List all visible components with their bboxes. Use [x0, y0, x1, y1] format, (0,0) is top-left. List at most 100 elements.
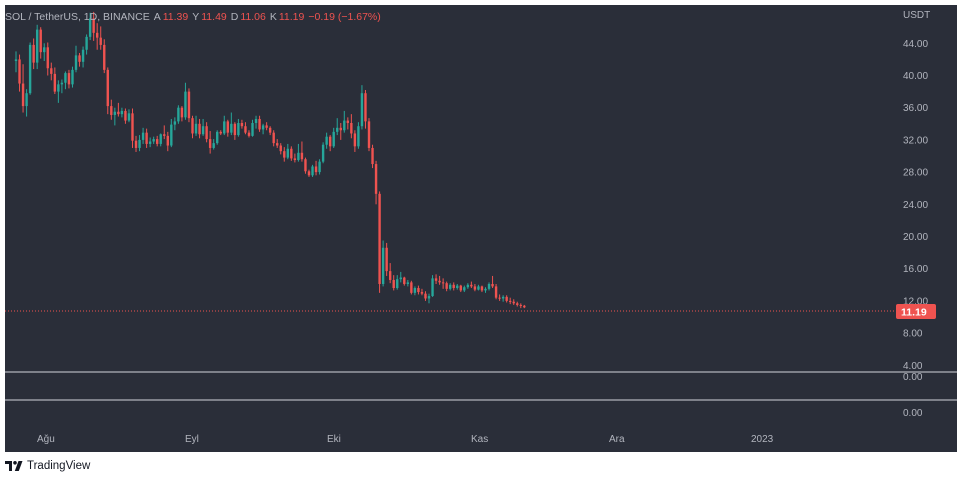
chart-frame[interactable]: 44.00 40.00 36.00 32.00 28.00 24.00 20.00 16.00… [5, 5, 957, 452]
candle-body [484, 288, 487, 291]
candle-body [448, 284, 452, 289]
candle-body [311, 166, 314, 176]
tradingview-logo-icon [5, 461, 23, 471]
candle-body [173, 121, 177, 125]
candle-body [441, 282, 445, 284]
candle-body [53, 73, 57, 92]
candle [268, 126, 272, 136]
candle-body [434, 278, 438, 281]
candle [290, 146, 293, 161]
candle-body [477, 286, 480, 290]
price-chart[interactable]: 44.00 40.00 36.00 32.00 28.00 24.00 20.00 16.00… [5, 5, 957, 452]
candle-body [276, 143, 279, 146]
candle [201, 118, 205, 136]
candle [28, 42, 32, 95]
candle [417, 285, 420, 295]
candle [244, 122, 247, 135]
candle [360, 85, 364, 130]
candle [71, 66, 74, 88]
candle-body [297, 152, 300, 161]
candle [78, 52, 81, 67]
candle [325, 132, 328, 149]
legend-close: 11.19 [278, 11, 305, 23]
candle-body [177, 107, 180, 122]
candle-body [427, 296, 431, 299]
candle [297, 143, 300, 162]
candle [43, 43, 46, 62]
candle-body [103, 44, 106, 70]
candle [110, 99, 113, 120]
candle [103, 39, 106, 74]
candle-body [156, 139, 159, 144]
candle [163, 125, 166, 140]
candle-body [307, 171, 311, 176]
candle [427, 293, 431, 304]
candle-body [78, 55, 81, 62]
candle-body [216, 131, 219, 144]
candle [14, 51, 18, 73]
candle [343, 110, 346, 133]
candle [247, 130, 251, 138]
candle-body [208, 139, 212, 148]
candle-body [491, 283, 494, 287]
candle-body [512, 301, 515, 304]
candle-body [57, 84, 60, 92]
candle [64, 71, 67, 90]
candle-body [459, 285, 462, 291]
candle-body [230, 123, 233, 133]
indicator-scale: 0.00 0.00 [903, 372, 923, 419]
legend-symbol[interactable]: SOL / TetherUS, 1D, BINANCE [5, 11, 150, 23]
candle [388, 263, 392, 284]
candle-body [353, 133, 357, 147]
candle [53, 67, 57, 95]
candle [219, 130, 222, 136]
time-scale[interactable]: Ağu Eyl Eki Kas Ara 2023 [37, 434, 774, 445]
legend-close-key: K [269, 11, 277, 23]
candle-body [219, 131, 222, 134]
candle [35, 24, 39, 70]
candle [523, 304, 526, 309]
candle [519, 303, 522, 309]
candle [484, 287, 487, 293]
candle-body [117, 111, 120, 115]
y-tick-label: 36.00 [903, 103, 928, 114]
candle-body [25, 93, 28, 107]
candle-body [424, 293, 427, 299]
candle-body [452, 284, 455, 289]
brand-name: TradingView [27, 460, 91, 472]
candle-body [509, 300, 512, 302]
candle-body [120, 110, 124, 115]
candle [141, 127, 145, 144]
candle [300, 141, 304, 162]
candle [396, 275, 399, 290]
candle-body [148, 141, 152, 144]
candle [159, 133, 162, 147]
candle [452, 282, 455, 291]
candle-body [431, 278, 434, 297]
candle [208, 131, 212, 154]
candle [448, 283, 452, 291]
candle [74, 45, 78, 73]
candle-body [505, 296, 508, 301]
candles-layer [14, 11, 526, 309]
tradingview-attribution[interactable]: TradingView [5, 460, 90, 472]
candle [364, 89, 367, 129]
candle-body [371, 147, 374, 165]
candle-body [81, 49, 85, 62]
candle [194, 115, 198, 136]
candle [424, 291, 427, 301]
candle-body [85, 36, 88, 50]
candle-body [290, 148, 293, 159]
candle [251, 119, 254, 137]
candle-body [339, 127, 342, 131]
candle [487, 282, 491, 291]
candle [371, 144, 374, 169]
price-scale[interactable]: 44.00 40.00 36.00 32.00 28.00 24.00 20.00 16.00… [903, 39, 928, 372]
candle-body [71, 69, 74, 85]
candle [177, 105, 180, 124]
x-tick-label: Kas [471, 434, 488, 445]
candle-body [332, 131, 335, 147]
candle [216, 130, 219, 145]
candle-body [152, 139, 155, 142]
candle-body [74, 55, 78, 70]
